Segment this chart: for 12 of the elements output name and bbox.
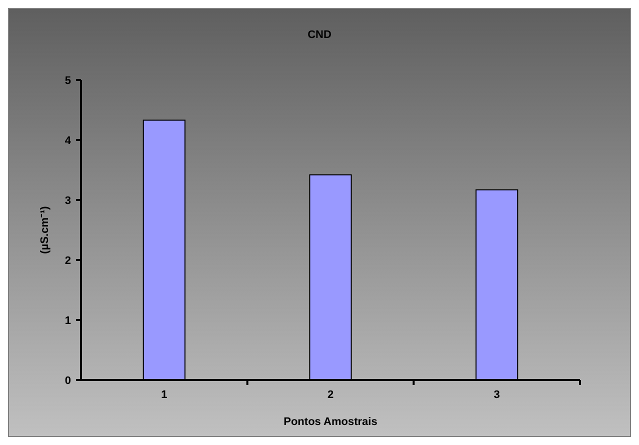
x-axis-title: Pontos Amostrais <box>284 416 378 428</box>
x-tick-label: 1 <box>161 389 168 401</box>
y-tick-label: 5 <box>64 74 71 87</box>
y-tick-label: 2 <box>64 254 71 267</box>
y-tick-label: 0 <box>64 374 71 387</box>
chart-title: CND <box>308 29 332 41</box>
y-tick-label: 1 <box>64 314 71 327</box>
y-tick-label: 3 <box>64 194 71 207</box>
x-tick-label: 2 <box>327 389 334 401</box>
x-tick-label: 3 <box>494 389 500 401</box>
y-axis-title: (µS.cm⁻¹) <box>39 206 51 254</box>
y-tick-label: 4 <box>64 134 72 147</box>
